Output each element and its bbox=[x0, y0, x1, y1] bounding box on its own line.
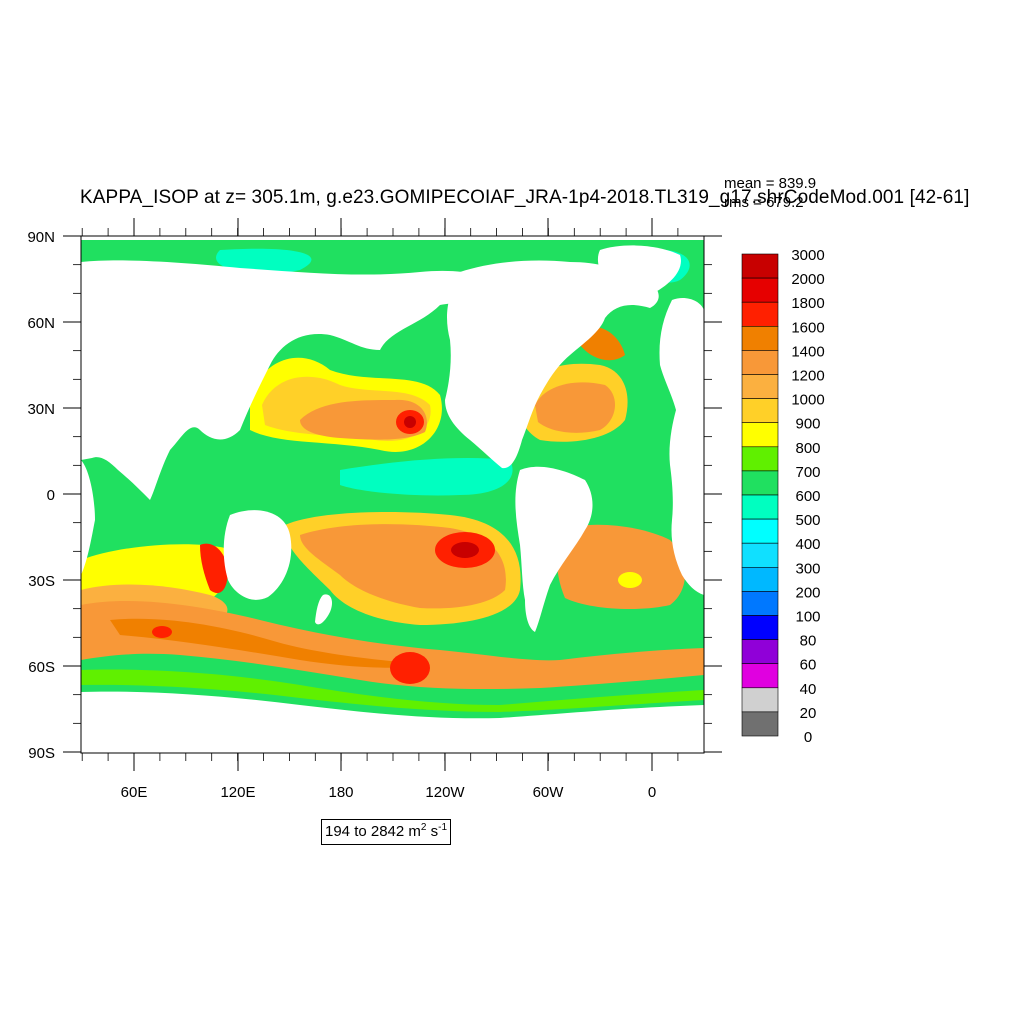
colorbar-box bbox=[741, 253, 779, 279]
south-atlantic-center bbox=[618, 572, 642, 588]
australia-landmass bbox=[223, 510, 292, 600]
y-tick-label-90s: 90S bbox=[28, 745, 55, 762]
y-tick-label-60s: 60S bbox=[28, 659, 55, 676]
colorbar-box bbox=[741, 470, 779, 496]
colorbar-box bbox=[741, 591, 779, 616]
colorbar-box bbox=[741, 398, 779, 424]
colorbar-box bbox=[741, 277, 779, 303]
colorbar-box bbox=[741, 566, 779, 592]
colorbar-label: 1000 bbox=[791, 392, 824, 409]
greenland-landmass bbox=[597, 245, 681, 297]
eurasia-landmass bbox=[81, 260, 505, 500]
colorbar-label: 80 bbox=[800, 633, 817, 650]
colorbar-boxes bbox=[741, 253, 779, 737]
y-tick-label-60n: 60N bbox=[27, 315, 55, 332]
south-atlantic-gyre bbox=[556, 524, 685, 610]
ocean-field bbox=[81, 236, 704, 753]
colorbar-label: 700 bbox=[795, 464, 820, 481]
colorbar-box bbox=[741, 663, 779, 689]
y-tick-label-90n: 90N bbox=[27, 229, 55, 246]
colorbar-label: 900 bbox=[795, 416, 820, 433]
colorbar-box bbox=[741, 542, 779, 568]
x-tick-label-120e: 120E bbox=[220, 784, 255, 801]
y-axis: 90N 60N 30N 0 30S 60S 90S bbox=[27, 229, 722, 762]
colorbar-label: 60 bbox=[800, 657, 817, 674]
plot-title: KAPPA_ISOP at z= 305.1m, g.e23.GOMIPECOI… bbox=[80, 187, 970, 208]
colorbar-box bbox=[741, 639, 779, 664]
north-atlantic-gyre-core bbox=[535, 382, 616, 433]
range-text: 194 to 2842 m bbox=[325, 823, 421, 840]
colorbar-label: 100 bbox=[795, 609, 820, 626]
colorbar-label: 1200 bbox=[791, 368, 824, 385]
colorbar-label: 2000 bbox=[791, 271, 824, 288]
colorbar-labels: 3000200018001600140012001000900800700600… bbox=[791, 247, 824, 746]
colorbar-label: 800 bbox=[795, 440, 820, 457]
y-tick-label-30s: 30S bbox=[28, 573, 55, 590]
colorbar-label: 600 bbox=[795, 488, 820, 505]
colorbar-box bbox=[741, 615, 779, 640]
x-tick-label-180: 180 bbox=[328, 784, 353, 801]
new-zealand-landmass bbox=[315, 594, 333, 625]
range-unit-exponent: 2 bbox=[420, 822, 427, 833]
colorbar-box bbox=[741, 374, 779, 399]
africa-landmass-east bbox=[81, 460, 95, 575]
leeuwin-peak bbox=[200, 543, 228, 594]
colorbar-label: 1800 bbox=[791, 295, 824, 312]
north-america-landmass bbox=[445, 260, 659, 469]
colorbar-label: 3000 bbox=[791, 247, 824, 264]
x-tick-label-0: 0 bbox=[648, 784, 656, 801]
equatorial-pacific-low bbox=[340, 458, 513, 496]
southern-ocean-peak-west bbox=[152, 626, 172, 638]
colorbar-label: 0 bbox=[804, 729, 812, 746]
north-pacific-max bbox=[404, 416, 416, 428]
colorbar-box bbox=[741, 687, 779, 713]
southern-ocean-core bbox=[110, 618, 430, 668]
colorbar-label: 1400 bbox=[791, 343, 824, 360]
southern-ocean-peak bbox=[390, 652, 430, 684]
y-tick-label-30n: 30N bbox=[27, 401, 55, 418]
x-tick-label-60w: 60W bbox=[533, 784, 565, 801]
colorbar-box bbox=[741, 518, 779, 544]
southern-ocean-band bbox=[81, 600, 704, 690]
colorbar-box bbox=[741, 350, 779, 375]
colorbar-label: 40 bbox=[800, 681, 817, 698]
range-unit-tail: s bbox=[426, 823, 439, 840]
mean-label: mean = 839.9 bbox=[724, 175, 817, 192]
colorbar-label: 1600 bbox=[791, 319, 824, 336]
colorbar: 3000200018001600140012001000900800700600… bbox=[741, 247, 825, 746]
colorbar-box bbox=[741, 422, 779, 448]
europe-africa-landmass bbox=[659, 298, 704, 595]
colorbar-box bbox=[741, 301, 779, 327]
x-tick-label-120w: 120W bbox=[425, 784, 465, 801]
y-tick-label-0: 0 bbox=[47, 487, 55, 504]
x-tick-label-60e: 60E bbox=[121, 784, 148, 801]
antarctic-margin bbox=[81, 669, 704, 712]
colorbar-label: 300 bbox=[795, 560, 820, 577]
colorbar-label: 400 bbox=[795, 536, 820, 553]
colorbar-box bbox=[741, 494, 779, 520]
colorbar-label: 500 bbox=[795, 512, 820, 529]
antarctica-landmass bbox=[81, 691, 704, 753]
south-america-landmass bbox=[515, 466, 593, 632]
range-unit-tail-exponent: -1 bbox=[438, 822, 448, 833]
x-axis: 60E 120E 180 120W 60W 0 bbox=[121, 218, 656, 801]
rms-label: rms = 679.2 bbox=[724, 194, 804, 211]
range-label: 194 to 2842 m2 s-1 bbox=[321, 819, 452, 845]
north-pacific-gyre-core bbox=[300, 399, 427, 440]
arctic-low-region bbox=[216, 248, 312, 274]
south-pacific-max bbox=[451, 542, 479, 558]
colorbar-box bbox=[741, 446, 779, 472]
colorbar-label: 200 bbox=[795, 584, 820, 601]
colorbar-box bbox=[741, 325, 779, 351]
top-land-strip bbox=[81, 236, 704, 240]
colorbar-box bbox=[741, 711, 779, 737]
colorbar-label: 20 bbox=[800, 705, 817, 722]
